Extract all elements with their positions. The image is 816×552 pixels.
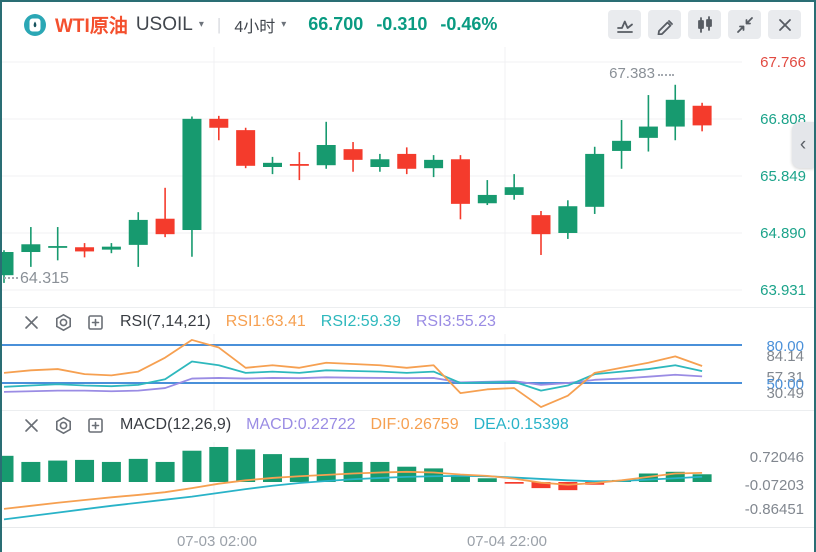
rsi-settings-button[interactable]	[54, 313, 73, 332]
macd-scale-label: 0.72046	[749, 449, 804, 466]
dea-value: DEA:0.15398	[473, 416, 569, 433]
macd-close-button[interactable]	[22, 416, 41, 435]
close-icon	[778, 18, 791, 31]
candlestick-icon	[697, 15, 712, 33]
chevron-down-icon: ▾	[198, 18, 204, 30]
macd-scale-label: -0.07203	[744, 477, 804, 494]
rsi-level-label: 80.00	[766, 338, 804, 355]
rsi-level-label: 50.00	[766, 376, 804, 393]
low-annotation-leader	[4, 277, 18, 279]
symbol-code: USOIL	[135, 13, 193, 35]
indicator-button[interactable]	[608, 10, 641, 39]
rsi-scale-label: 30.49	[766, 385, 804, 402]
toolbar: WTI原油 USOIL ▾ | 4小时 ▾ 66.700 -0.310 -0.4…	[2, 2, 814, 47]
high-price-annotation: 67.383	[609, 65, 655, 82]
rsi-panel-header: RSI(7,14,21) RSI1:63.41 RSI2:59.39 RSI3:…	[2, 307, 814, 336]
macd-plot[interactable]	[2, 442, 816, 527]
time-axis: 07-03 02:00 07-04 22:00	[2, 527, 814, 552]
pencil-icon	[657, 19, 673, 35]
rsi-expand-button[interactable]	[86, 313, 105, 332]
rsi-scale-label: 57.31	[766, 369, 804, 386]
chevron-left-icon: ‹	[799, 134, 807, 155]
dif-value: DIF:0.26759	[370, 416, 459, 433]
expand-icon	[88, 417, 103, 433]
rsi-close-button[interactable]	[22, 313, 41, 332]
macd-expand-button[interactable]	[86, 416, 105, 435]
rsi-plot[interactable]	[2, 334, 816, 410]
last-price: 66.700	[308, 14, 364, 34]
price-axis-label: 64.890	[760, 225, 806, 242]
rsi2-value: RSI2:59.39	[320, 313, 401, 330]
close-button[interactable]	[768, 10, 801, 39]
candlestick-chart[interactable]	[2, 47, 816, 307]
price-axis-label: 65.849	[760, 168, 806, 185]
price-change: -0.310	[376, 14, 428, 34]
price-axis-label: 63.931	[760, 282, 806, 299]
settings-icon	[56, 416, 71, 434]
settings-icon	[56, 313, 71, 331]
low-price-annotation: 64.315	[20, 270, 69, 287]
macd-panel-header: MACD(12,26,9) MACD:0.22722 DIF:0.26759 D…	[2, 410, 814, 439]
indicator-icon	[616, 20, 633, 33]
macd-settings-button[interactable]	[54, 416, 73, 435]
rsi-scale-label: 84.14	[766, 348, 804, 365]
collapse-axis-handle[interactable]: ‹	[792, 122, 814, 168]
rsi3-value: RSI3:55.23	[415, 313, 496, 330]
close-icon	[25, 315, 38, 329]
draw-button[interactable]	[648, 10, 681, 39]
macd-value: MACD:0.22722	[246, 416, 356, 433]
chevron-down-icon: ▾	[281, 18, 287, 30]
close-icon	[25, 418, 38, 432]
price-change-pct: -0.46%	[440, 14, 498, 34]
symbol-logo-icon	[24, 13, 46, 36]
chart-type-button[interactable]	[688, 10, 721, 39]
macd-title: MACD(12,26,9)	[120, 416, 232, 433]
toolbar-buttons	[608, 10, 814, 39]
symbol-selector[interactable]: USOIL ▾	[136, 14, 204, 36]
time-label: 07-03 02:00	[176, 533, 258, 550]
time-label: 07-04 22:00	[466, 533, 548, 550]
collapse-button[interactable]	[728, 10, 761, 39]
collapse-icon	[736, 16, 753, 33]
symbol-name: WTI原油	[55, 16, 128, 37]
price-axis-label: 67.766	[760, 54, 806, 71]
timeframe-selector[interactable]: 4小时 ▾	[234, 13, 286, 37]
rsi-title: RSI(7,14,21)	[120, 313, 211, 330]
macd-scale-label: -0.86451	[744, 501, 804, 518]
timeframe-label: 4小时	[234, 18, 276, 36]
expand-icon	[88, 314, 103, 330]
toolbar-divider: |	[216, 14, 222, 34]
rsi1-value: RSI1:63.41	[225, 313, 306, 330]
high-annotation-leader	[658, 74, 674, 76]
